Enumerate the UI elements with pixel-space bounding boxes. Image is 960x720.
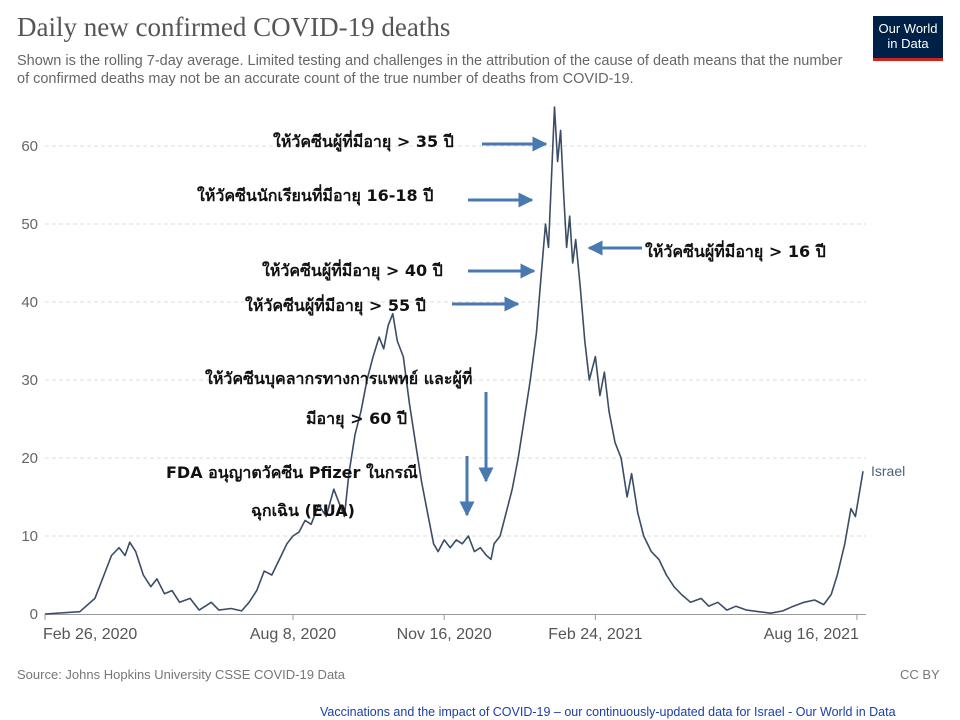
y-tick-label: 10 [21,528,38,545]
y-tick-label: 30 [21,372,38,389]
annotation-age-40: ให้วัคซีนผู้ที่มีอายุ > 40 ปี [262,261,443,280]
x-axis: Feb 26, 2020 Aug 8, 2020 Nov 16, 2020 Feb 2… [43,614,859,643]
annotation-students-16-18: ให้วัคซีนนักเรียนที่มีอายุ 16-18 ปี [197,186,434,205]
x-tick-label: Nov 16, 2020 [397,626,492,643]
source-note: Source: Johns Hopkins University CSSE CO… [17,667,346,682]
x-tick-label: Feb 26, 2020 [43,626,137,643]
logo-accent-bar [873,58,943,61]
y-tick-label: 20 [21,450,38,467]
owid-logo[interactable]: Our World in Data [873,16,943,61]
y-axis: 0 10 20 30 40 50 60 [21,138,38,623]
series-line-israel[interactable] [44,106,864,615]
y-tick-label: 0 [30,606,38,623]
chart-title: Daily new confirmed COVID-19 deaths [17,12,451,42]
y-tick-label: 60 [21,138,38,155]
logo-line-2: in Data [887,36,929,51]
annotation-age-16: ให้วัคซีนผู้ที่มีอายุ > 16 ปี [645,242,826,261]
footer-link[interactable]: Vaccinations and the impact of COVID-19 … [320,705,896,719]
x-tick-label: Aug 16, 2021 [764,626,859,643]
annotation-fda-eua-2: ฉุกเฉิน (EUA) [251,501,355,520]
x-tick-label: Aug 8, 2020 [250,626,336,643]
annotation-age-55: ให้วัคซีนผู้ที่มีอายุ > 55 ปี [245,296,426,315]
license-label[interactable]: CC BY [900,667,940,682]
annotation-fda-eua: FDA อนุญาตวัคซีน Pfizer ในกรณี [166,463,418,482]
gridlines [45,145,866,537]
x-tick-label: Feb 24, 2021 [548,626,642,643]
annotation-age-35: ให้วัคซีนผู้ที่มีอายุ > 35 ปี [273,132,454,151]
chart-subtitle: Shown is the rolling 7-day average. Limi… [17,53,843,87]
logo-line-1: Our World [878,21,938,36]
annotation-medical-staff-age: มีอายุ > 60 ปี [306,409,408,428]
annotation-medical-staff: ให้วัคซีนบุคลากรทางการแพทย์ และผู้ที่ [205,369,473,388]
series-label-israel: Israel [871,463,905,479]
y-tick-label: 40 [21,294,38,311]
y-tick-label: 50 [21,216,38,233]
